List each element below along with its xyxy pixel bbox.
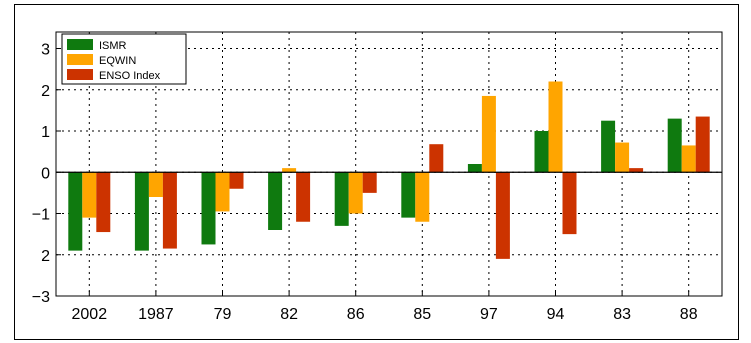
bar-enso-index — [495, 172, 510, 259]
bar-ismr — [601, 120, 616, 173]
bar-ismr — [68, 172, 83, 251]
bar-enso-index — [429, 144, 444, 173]
bar-eqwin — [548, 81, 563, 173]
bar-enso-index — [96, 172, 111, 233]
axes: 3 2 1 0 −1 2 −3 2002 1987 79 82 86 85 97 94 83 88 — [32, 42, 698, 324]
bar-eqwin — [82, 172, 97, 218]
legend-label: ISMR — [99, 40, 127, 52]
y-tick-label: −3 — [32, 289, 50, 306]
x-tick-label: 88 — [680, 306, 698, 323]
x-tick-label: 86 — [347, 306, 365, 323]
x-tick-label: 1987 — [138, 306, 174, 323]
legend: ISMR EQWIN ENSO Index — [61, 33, 187, 85]
bar-enso-index — [229, 172, 244, 189]
legend-label: ENSO Index — [99, 70, 161, 82]
x-tick-label: 85 — [413, 306, 431, 323]
y-tick-label: −1 — [32, 207, 50, 224]
bar-ismr — [334, 172, 349, 226]
legend-swatch — [67, 54, 93, 65]
bar-ismr — [534, 131, 549, 173]
x-tick-label: 83 — [613, 306, 631, 323]
legend-label: EQWIN — [99, 55, 136, 67]
x-tick-label: 94 — [547, 306, 565, 323]
y-tick-label: 2 — [41, 83, 50, 100]
bar-eqwin — [615, 142, 630, 173]
bar-enso-index — [296, 172, 311, 222]
bar-eqwin — [148, 172, 163, 197]
bar-ismr — [201, 172, 216, 245]
y-tick-label: 3 — [41, 42, 50, 59]
legend-swatch — [67, 39, 93, 50]
bar-eqwin — [282, 168, 297, 173]
bar-eqwin — [215, 172, 230, 212]
bar-enso-index — [695, 116, 710, 173]
y-tick-label: 2 — [41, 248, 50, 265]
bar-ismr — [268, 172, 283, 230]
bar-enso-index — [162, 172, 177, 249]
y-tick-label: 0 — [41, 165, 50, 182]
bar-ismr — [401, 172, 416, 218]
bar-ismr — [134, 172, 149, 251]
x-tick-label: 2002 — [72, 306, 108, 323]
bar-ismr — [667, 118, 682, 173]
y-tick-label: 1 — [41, 124, 50, 141]
bar-enso-index — [629, 168, 644, 173]
bar-enso-index — [562, 172, 577, 235]
plot-area — [55, 31, 723, 297]
bar-eqwin — [681, 145, 696, 173]
x-tick-label: 97 — [480, 306, 498, 323]
bars — [68, 81, 710, 259]
bar-enso-index — [362, 172, 377, 193]
figure-frame — [14, 4, 739, 340]
x-tick-label: 79 — [214, 306, 232, 323]
bar-eqwin — [348, 172, 363, 214]
legend-swatch — [67, 69, 93, 80]
bar-ismr — [467, 164, 482, 173]
bar-eqwin — [481, 95, 496, 173]
x-tick-label: 82 — [280, 306, 298, 323]
bar-eqwin — [415, 172, 430, 222]
